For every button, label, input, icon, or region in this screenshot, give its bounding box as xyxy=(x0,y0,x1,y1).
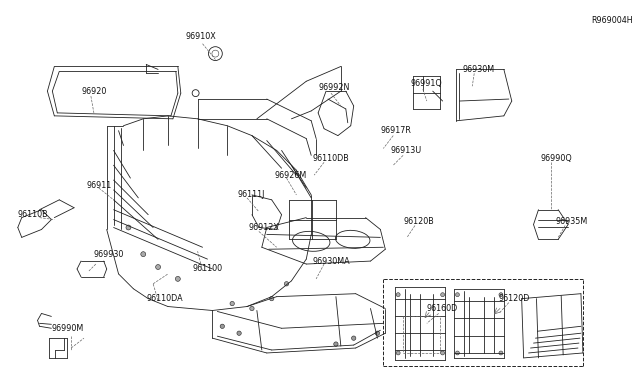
Circle shape xyxy=(284,282,289,286)
Text: 96913U: 96913U xyxy=(390,146,422,155)
Text: 96935M: 96935M xyxy=(556,217,588,226)
Circle shape xyxy=(141,252,146,257)
Text: 96910X: 96910X xyxy=(186,32,216,41)
Text: 96990M: 96990M xyxy=(51,324,84,333)
Text: 96920: 96920 xyxy=(81,87,106,96)
Text: R969004H: R969004H xyxy=(591,16,632,25)
Text: 96111J: 96111J xyxy=(237,190,264,199)
Text: 96990Q: 96990Q xyxy=(540,154,572,163)
Text: 96926M: 96926M xyxy=(275,171,307,180)
Text: 96912X: 96912X xyxy=(249,223,280,232)
Text: 96160D: 96160D xyxy=(427,304,458,313)
Text: 96992N: 96992N xyxy=(318,83,349,92)
Circle shape xyxy=(499,351,503,355)
Circle shape xyxy=(250,306,254,311)
Circle shape xyxy=(230,301,234,306)
Circle shape xyxy=(237,331,241,336)
Text: 96911: 96911 xyxy=(87,180,112,189)
Circle shape xyxy=(333,342,338,346)
Text: 96120B: 96120B xyxy=(403,217,434,226)
Circle shape xyxy=(351,336,356,340)
Text: 96110B: 96110B xyxy=(18,210,49,219)
Circle shape xyxy=(456,293,460,296)
Text: 961100: 961100 xyxy=(193,264,223,273)
Circle shape xyxy=(269,296,274,301)
Text: 969930: 969930 xyxy=(94,250,124,259)
Circle shape xyxy=(126,225,131,230)
Text: 96120D: 96120D xyxy=(499,294,531,303)
Text: 96110DB: 96110DB xyxy=(312,154,349,163)
Text: 96917R: 96917R xyxy=(380,126,412,135)
Circle shape xyxy=(441,351,445,355)
Text: 96930MA: 96930MA xyxy=(312,257,350,266)
Circle shape xyxy=(175,276,180,281)
Circle shape xyxy=(375,331,380,336)
Circle shape xyxy=(396,293,400,296)
Circle shape xyxy=(396,351,400,355)
Text: 96110DA: 96110DA xyxy=(146,294,183,303)
Text: 96930M: 96930M xyxy=(462,65,495,74)
Circle shape xyxy=(156,264,161,269)
Circle shape xyxy=(220,324,225,328)
Circle shape xyxy=(456,351,460,355)
Circle shape xyxy=(499,293,503,296)
Text: 96991Q: 96991Q xyxy=(410,79,442,88)
Circle shape xyxy=(441,293,445,296)
